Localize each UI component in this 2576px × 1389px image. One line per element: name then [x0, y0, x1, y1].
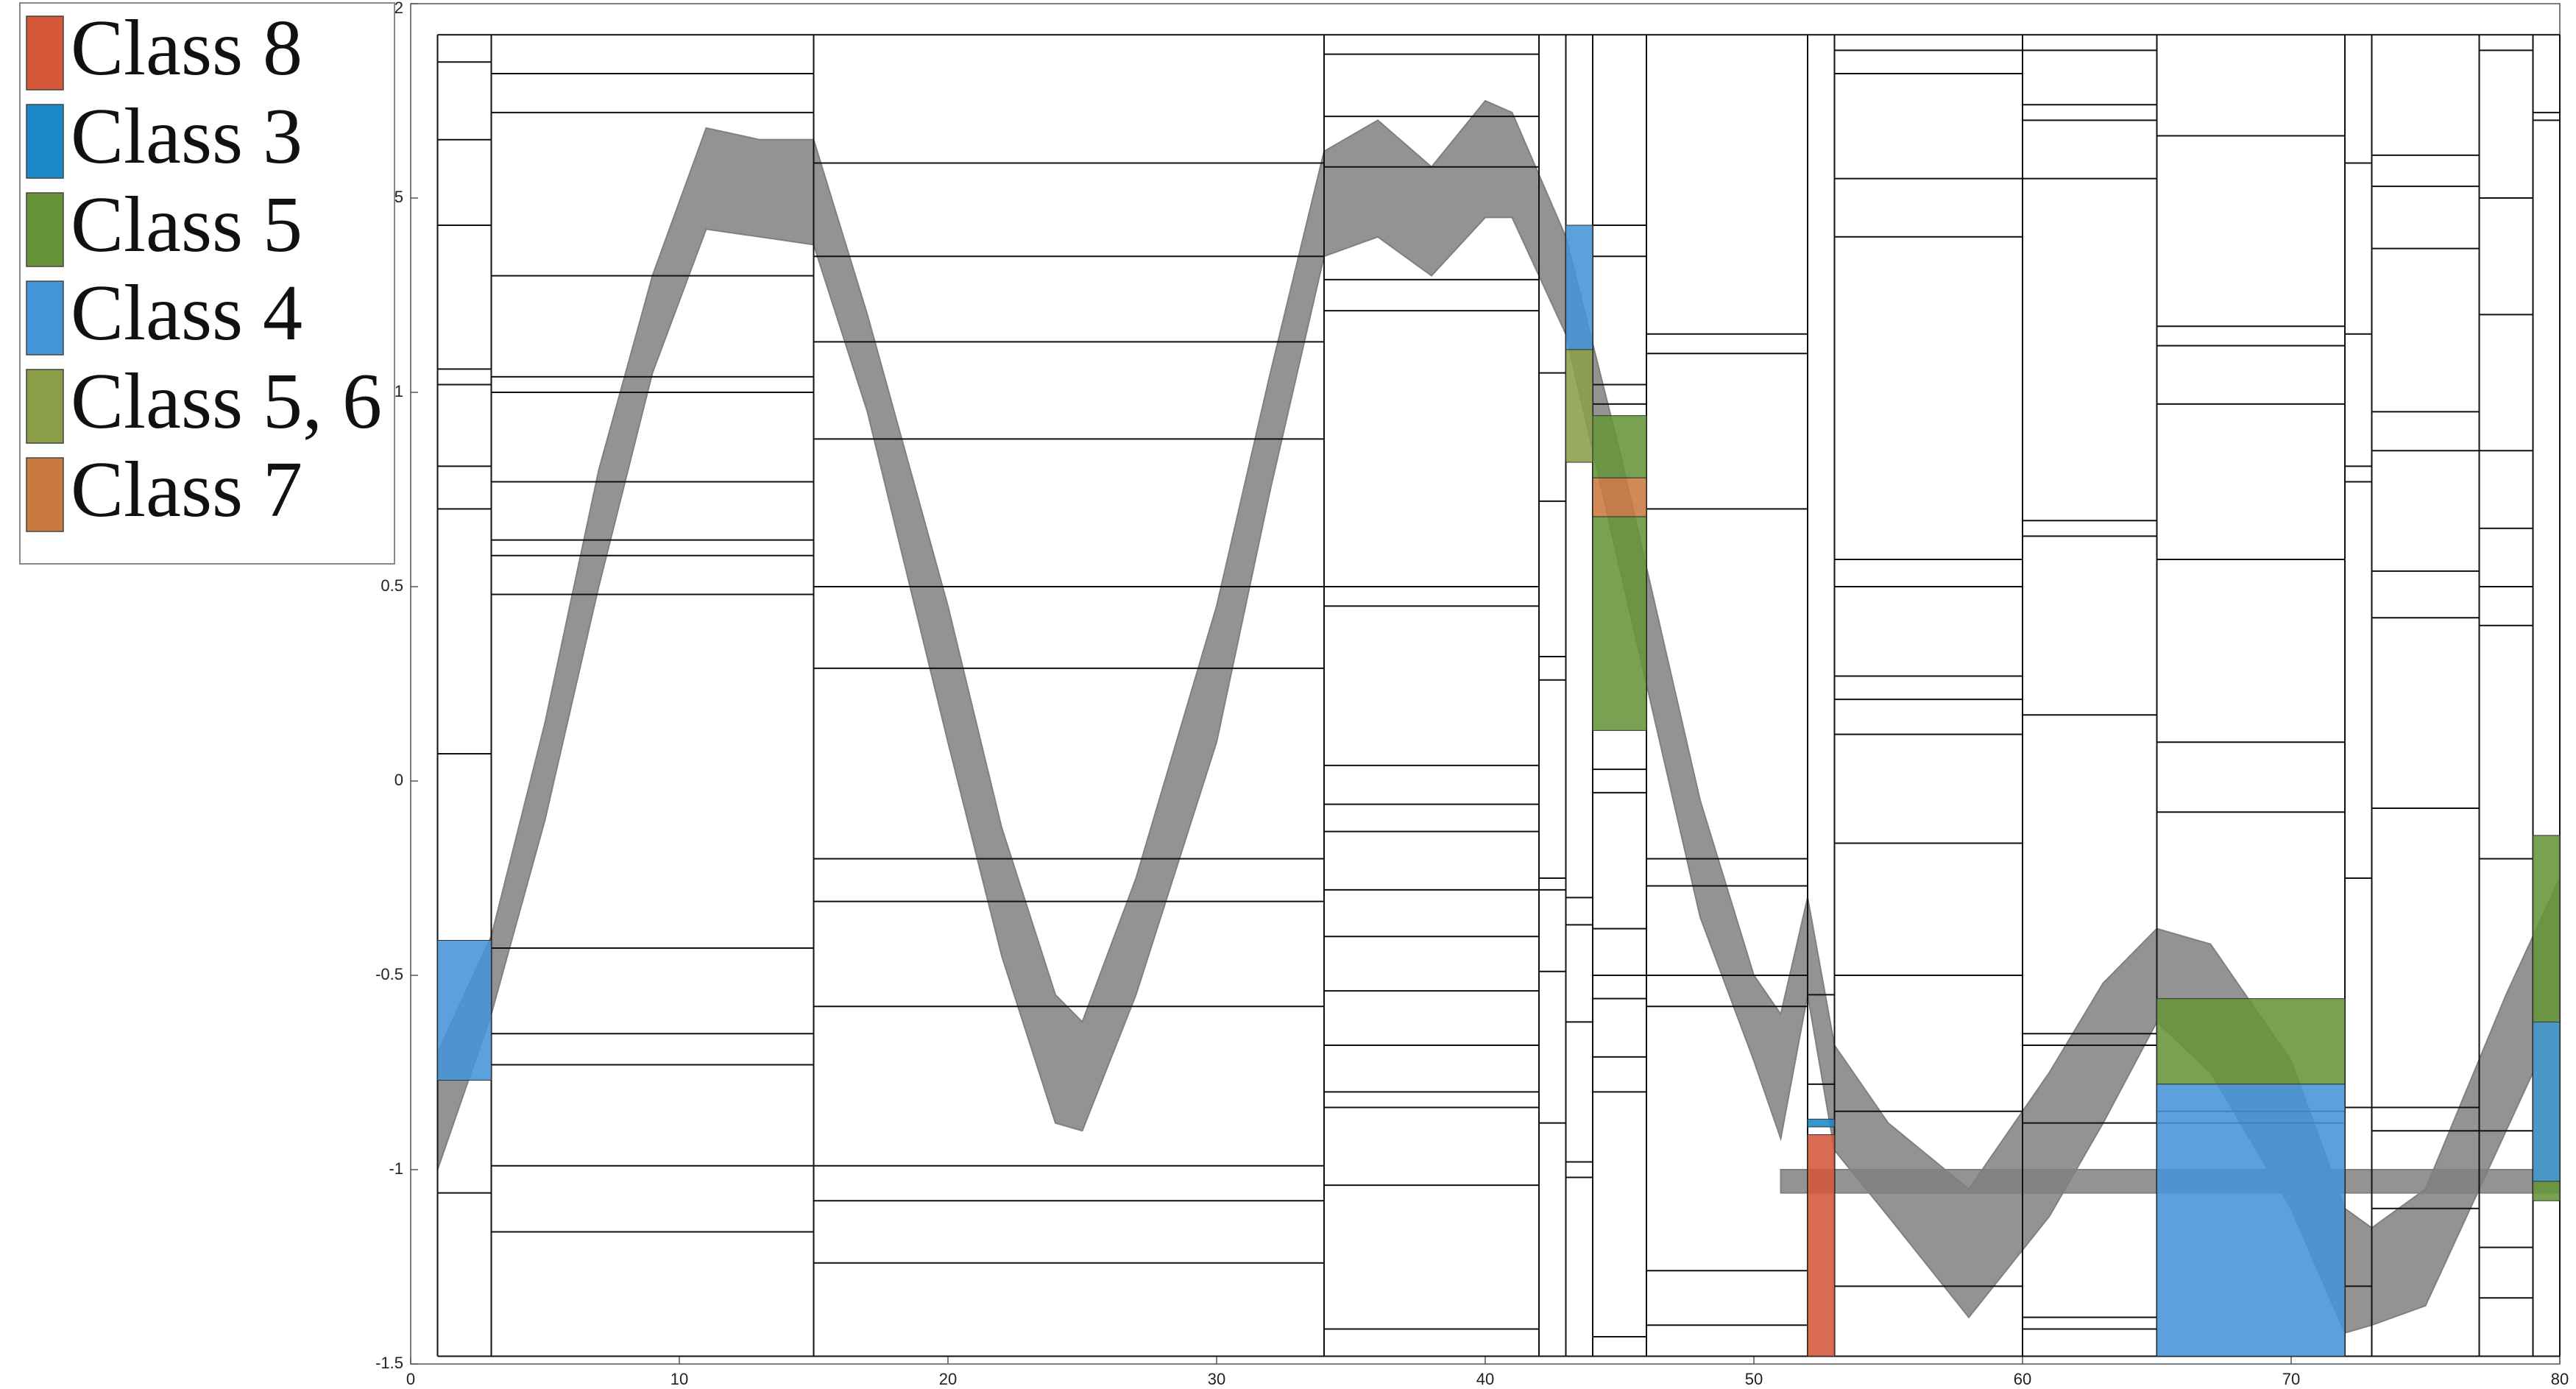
x-tick-label: 10: [670, 1370, 688, 1388]
class-region: [1807, 1118, 1835, 1128]
y-tick-label: -1: [389, 1159, 403, 1178]
legend-swatch: [26, 280, 64, 356]
class-region: [2156, 998, 2346, 1085]
legend-swatch: [26, 15, 64, 91]
x-tick-label: 20: [939, 1370, 957, 1388]
class-region: [2533, 1021, 2561, 1182]
x-tick-label: 80: [2551, 1370, 2569, 1388]
legend-swatch: [26, 457, 64, 532]
legend-label: Class 5: [71, 181, 302, 269]
y-tick-label: 0: [394, 771, 403, 789]
class-region: [1592, 516, 1647, 731]
legend-label: Class 7: [71, 446, 302, 534]
class-region: [1565, 349, 1593, 463]
class-region: [2156, 1084, 2346, 1357]
legend-label: Class 5, 6: [71, 358, 382, 445]
x-tick-label: 60: [2014, 1370, 2031, 1388]
y-tick-label: -1.5: [375, 1354, 403, 1372]
x-tick-label: 0: [406, 1370, 415, 1388]
class-region: [1807, 1134, 1835, 1357]
x-tick-label: 40: [1476, 1370, 1494, 1388]
x-tick-label: 70: [2282, 1370, 2300, 1388]
class-region: [437, 939, 492, 1081]
y-tick-label: 2: [394, 0, 403, 17]
legend-swatch: [26, 104, 64, 179]
x-tick-label: 50: [1745, 1370, 1763, 1388]
legend-box: [19, 2, 395, 565]
class-region: [1565, 225, 1593, 350]
class-region: [1592, 477, 1647, 517]
y-tick-label: 0.5: [381, 576, 403, 595]
legend-label: Class 3: [71, 93, 302, 180]
y-tick-label: 1: [394, 382, 403, 400]
class-region: [1592, 415, 1647, 478]
legend-swatch: [26, 192, 64, 267]
legend-swatch: [26, 369, 64, 444]
legend-label: Class 4: [71, 269, 302, 357]
x-tick-label: 30: [1208, 1370, 1225, 1388]
legend-label: Class 8: [71, 4, 302, 92]
y-tick-label: -0.5: [375, 965, 403, 983]
